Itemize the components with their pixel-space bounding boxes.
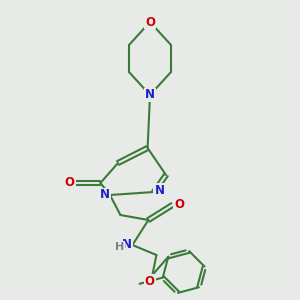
Text: O: O (65, 176, 75, 190)
Text: N: N (154, 184, 164, 197)
Text: O: O (145, 274, 155, 288)
Text: H: H (115, 242, 124, 251)
Text: N: N (100, 188, 110, 202)
Text: O: O (145, 16, 155, 28)
Text: N: N (145, 88, 155, 101)
Text: N: N (122, 238, 132, 251)
Text: O: O (174, 199, 184, 212)
